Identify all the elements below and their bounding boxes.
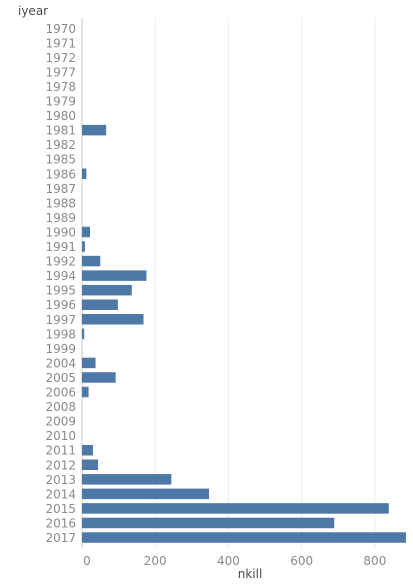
category-label: 1988 bbox=[45, 196, 76, 210]
category-label: 1980 bbox=[45, 109, 76, 123]
x-tick-label: 400 bbox=[217, 554, 240, 568]
category-label: 2012 bbox=[45, 458, 76, 472]
bar[interactable] bbox=[82, 168, 87, 180]
category-label: 2014 bbox=[45, 487, 76, 501]
category-label: 2010 bbox=[45, 429, 76, 443]
category-label: 1985 bbox=[45, 153, 76, 167]
category-label: 1994 bbox=[45, 269, 76, 283]
category-label: 1996 bbox=[45, 298, 76, 312]
x-tick-labels: 0 200 400 600 800 bbox=[83, 554, 386, 568]
category-label: 2004 bbox=[45, 356, 76, 370]
category-label: 1991 bbox=[45, 240, 76, 254]
bar[interactable] bbox=[82, 226, 91, 238]
bar[interactable] bbox=[82, 474, 172, 485]
category-label: 2013 bbox=[45, 473, 76, 487]
category-label: 1978 bbox=[45, 80, 76, 94]
category-label: 1992 bbox=[45, 255, 76, 269]
category-label: 2009 bbox=[45, 415, 76, 429]
category-label: 2006 bbox=[45, 386, 76, 400]
category-label: 2008 bbox=[45, 400, 76, 414]
category-label: 1997 bbox=[45, 313, 76, 327]
bar[interactable] bbox=[82, 357, 96, 369]
gridlines bbox=[81, 18, 376, 548]
bar[interactable] bbox=[82, 124, 107, 136]
category-label: 1990 bbox=[45, 225, 76, 239]
bar[interactable] bbox=[82, 488, 210, 500]
category-label: 2016 bbox=[45, 516, 76, 530]
category-label: 1979 bbox=[45, 95, 76, 109]
bar[interactable] bbox=[82, 503, 389, 514]
category-label: 1998 bbox=[45, 327, 76, 341]
y-axis-title: iyear bbox=[18, 4, 48, 18]
bar[interactable] bbox=[82, 270, 147, 281]
bar[interactable] bbox=[82, 241, 85, 252]
category-label: 2005 bbox=[45, 371, 76, 385]
category-label: 1972 bbox=[45, 51, 76, 65]
bar[interactable] bbox=[82, 255, 101, 267]
bar[interactable] bbox=[82, 517, 335, 529]
x-tick-label: 200 bbox=[144, 554, 167, 568]
category-label: 2011 bbox=[45, 444, 76, 458]
x-tick-label: 600 bbox=[290, 554, 313, 568]
bar[interactable] bbox=[82, 532, 406, 543]
bar[interactable] bbox=[82, 444, 93, 456]
category-label: 1989 bbox=[45, 211, 76, 225]
x-tick-label: 0 bbox=[83, 554, 91, 568]
x-axis-title: nkill bbox=[238, 567, 263, 581]
bars bbox=[82, 124, 406, 543]
x-tick-label: 800 bbox=[363, 554, 386, 568]
category-label: 1986 bbox=[45, 167, 76, 181]
bar[interactable] bbox=[82, 459, 99, 471]
bar[interactable] bbox=[82, 299, 118, 310]
category-labels: 1970197119721977197819791980198119821985… bbox=[45, 22, 76, 545]
bar[interactable] bbox=[82, 372, 116, 383]
category-label: 1971 bbox=[45, 36, 76, 50]
category-label: 1999 bbox=[45, 342, 76, 356]
bar[interactable] bbox=[82, 284, 132, 296]
bar[interactable] bbox=[82, 386, 89, 398]
category-label: 1995 bbox=[45, 284, 76, 298]
category-label: 1977 bbox=[45, 65, 76, 79]
category-label: 1982 bbox=[45, 138, 76, 152]
bar[interactable] bbox=[82, 328, 85, 340]
bar[interactable] bbox=[82, 314, 144, 325]
category-label: 2015 bbox=[45, 502, 76, 516]
category-label: 1981 bbox=[45, 124, 76, 138]
category-label: 1987 bbox=[45, 182, 76, 196]
category-label: 2017 bbox=[45, 531, 76, 545]
category-label: 1970 bbox=[45, 22, 76, 36]
